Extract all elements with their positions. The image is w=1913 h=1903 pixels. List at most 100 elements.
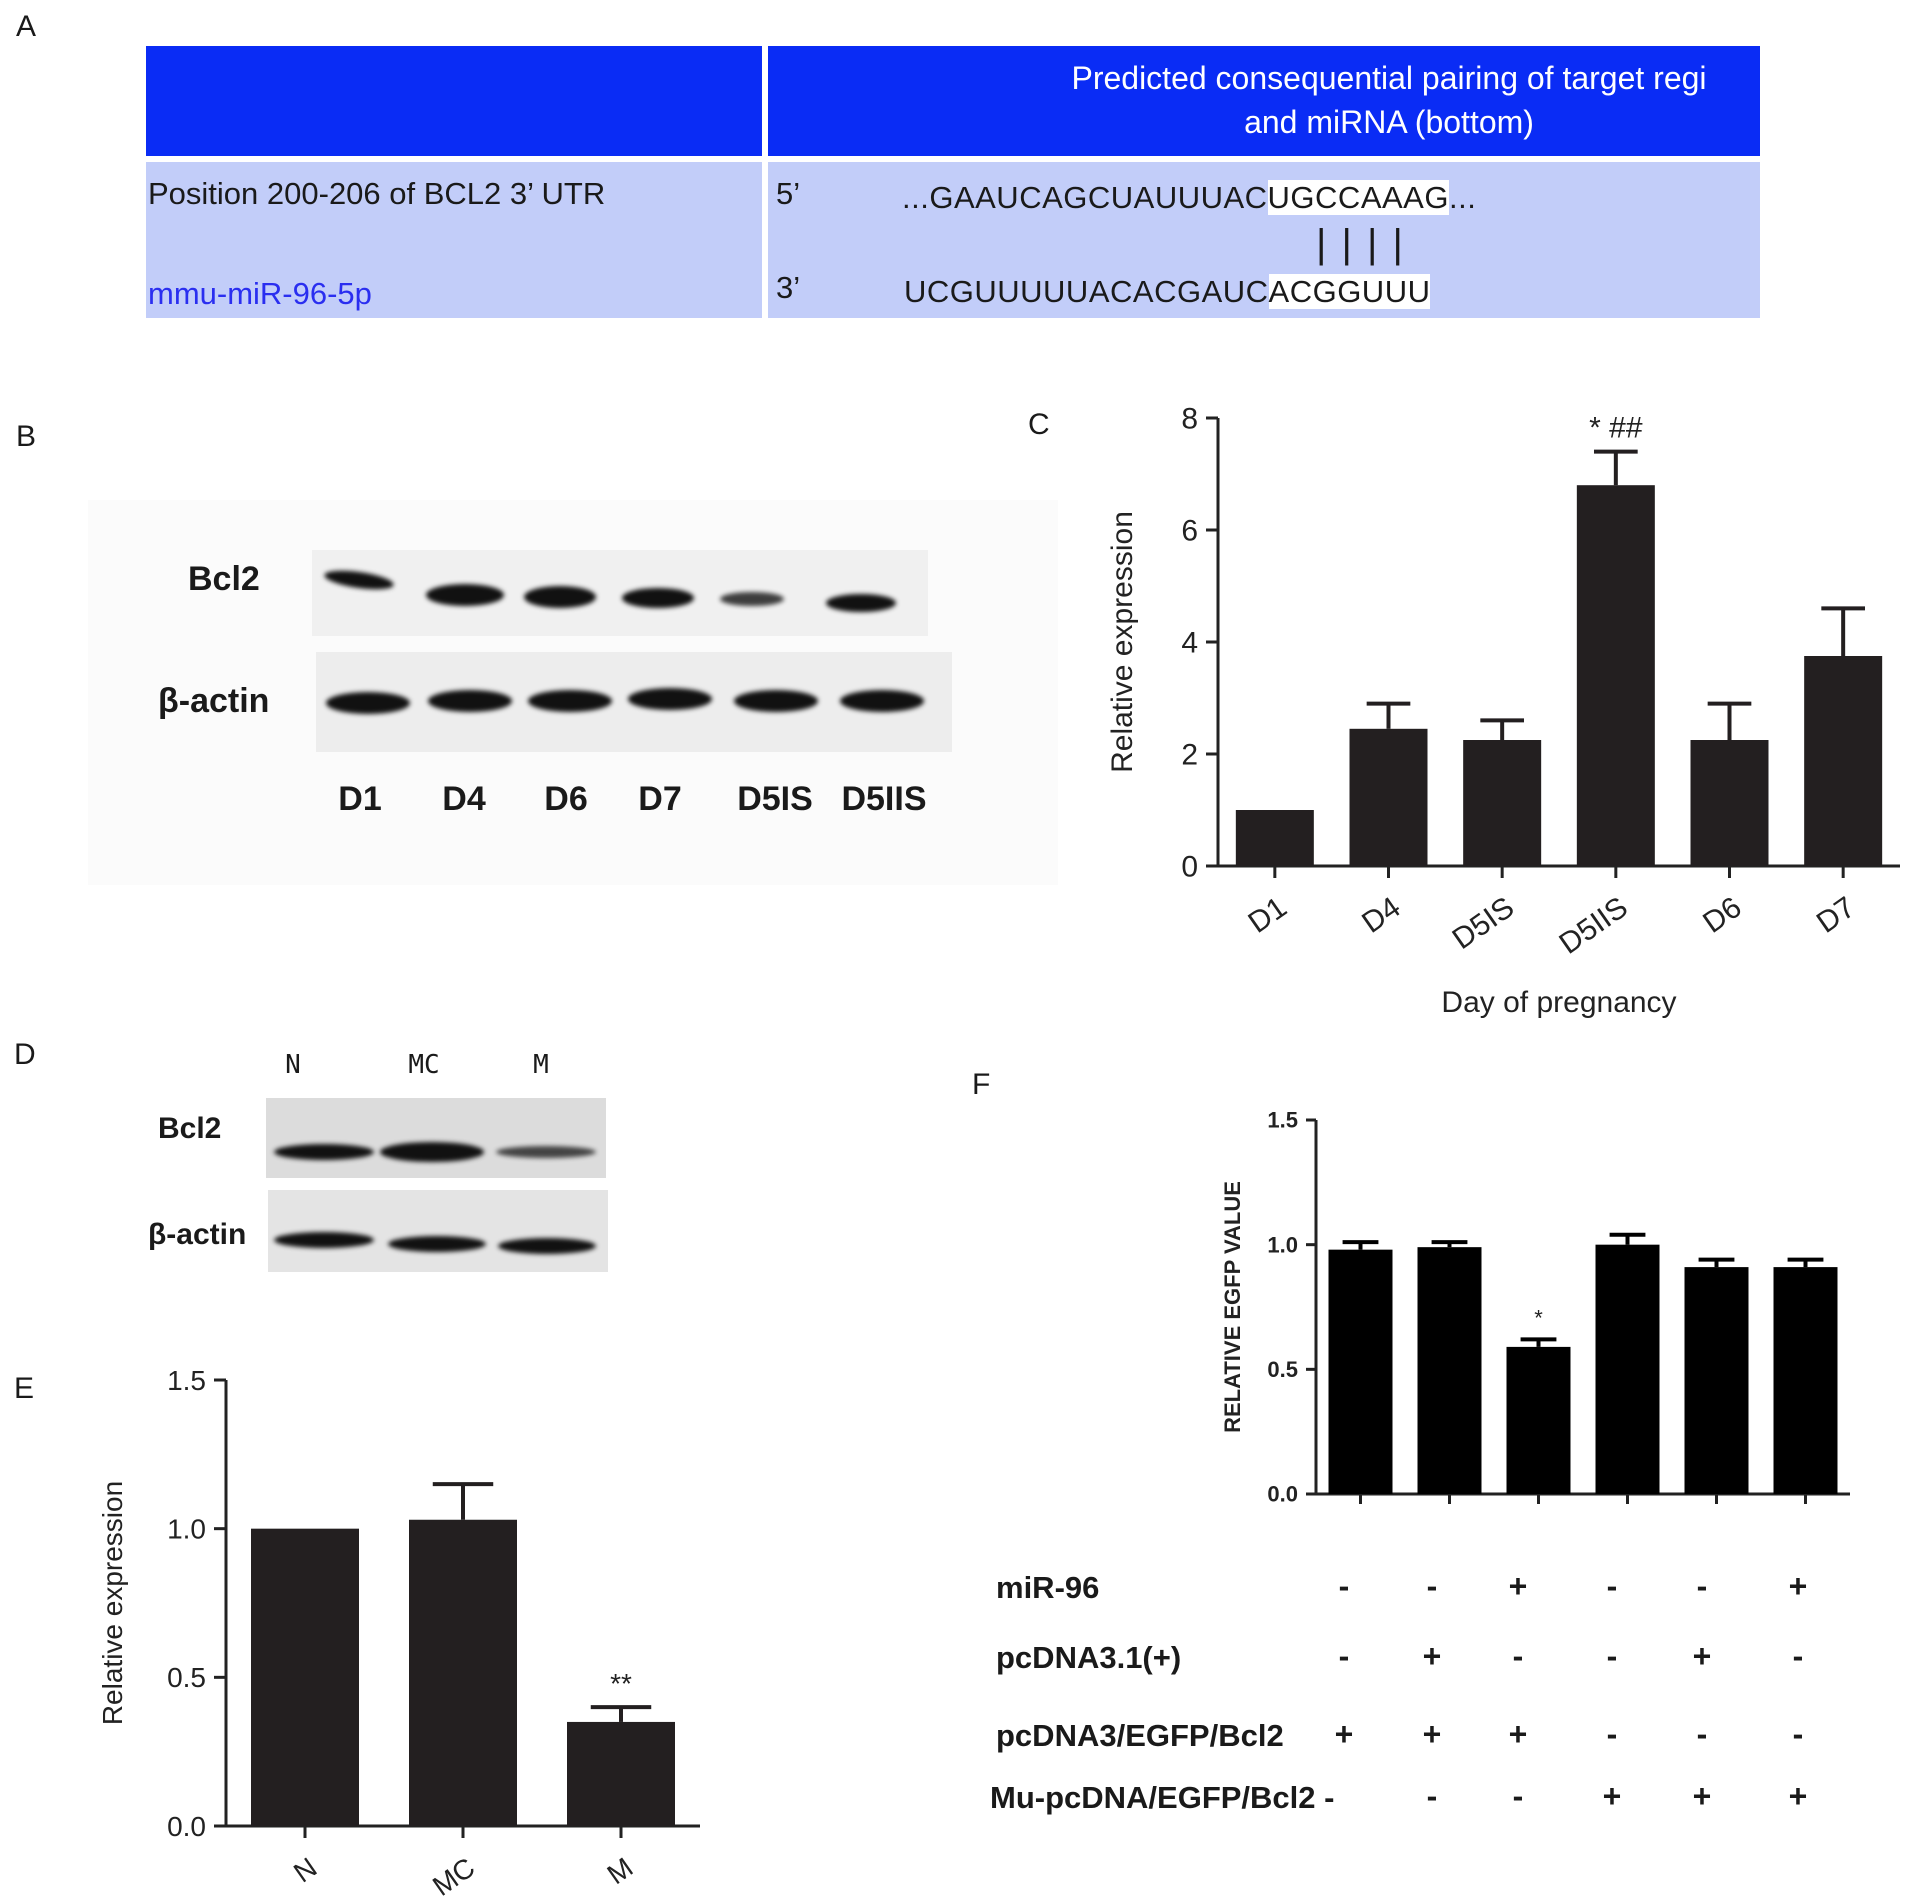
treatment-sign: + [1602, 1778, 1622, 1814]
blot-b-lane-d7: D7 [638, 780, 682, 818]
blot-b-band-bcl2-d5iis [826, 594, 896, 612]
pairing-table: Predicted consequential pairing of targe… [146, 46, 1760, 318]
blot-b-row-bcl2: Bcl2 [188, 560, 260, 598]
three-prime-label: 3’ [776, 270, 801, 305]
treatment-sign: + [1692, 1778, 1712, 1814]
chart-e-bar [251, 1528, 359, 1826]
chart-c-xlabel: Day of pregnancy [1441, 986, 1676, 1019]
table-header-text: Predicted consequential pairing of targe… [1071, 60, 1707, 140]
treatment-row-label: pcDNA3.1(+) [996, 1640, 1182, 1675]
blot-b-lane-d1: D1 [338, 780, 382, 818]
blot-d-row-actin: β-actin [148, 1218, 247, 1251]
chart-e-ytick-label: 0.5 [167, 1662, 206, 1693]
chart-e-ytick-label: 1.0 [167, 1513, 206, 1544]
chart-c-bar [1349, 728, 1428, 866]
chart-f-ytick-label: 1.0 [1267, 1232, 1298, 1257]
chart-c-xtick-label: D5IIS [1553, 891, 1633, 961]
chart-c-ytick-label: 4 [1181, 627, 1198, 660]
chart-c-bar [1235, 810, 1314, 866]
chart-c-ytick-label: 6 [1181, 515, 1198, 548]
pairing-lines: | | | | [1316, 222, 1405, 266]
chart-c-significance-label: * ## [1589, 412, 1643, 445]
table-body-right: 5’ 3’ ...GAAUCAGCUAUUUACUGCCAAAG... | | … [768, 162, 1760, 318]
blot-b-lane-d5is: D5IS [737, 780, 813, 818]
treatment-sign: - [1696, 1716, 1708, 1752]
chart-f-ytick-label: 0.0 [1267, 1482, 1298, 1507]
mirna-sequence: UCGUUUUUACACGAUCACGGUUU [904, 274, 1431, 310]
table-header-left [146, 46, 762, 156]
treatment-sign: - [1338, 1638, 1350, 1674]
chart-e-bar [409, 1519, 517, 1826]
blot-b-band-actin-d7 [628, 688, 712, 710]
treatment-sign: - [1426, 1778, 1438, 1814]
blot-b-row-actin: β-actin [158, 682, 270, 720]
chart-c-xtick-label: D4 [1356, 891, 1406, 940]
blot-b-band-bcl2-d4 [426, 584, 504, 606]
chart-e-xtick-label: MC [427, 1852, 480, 1902]
chart-c-xtick-label: D7 [1811, 891, 1861, 940]
treatment-sign: + [1508, 1716, 1528, 1752]
blot-d-lane-n: N [285, 1050, 301, 1080]
blot-d-band-actin-m [498, 1238, 596, 1254]
chart-c-xtick-label: D6 [1697, 891, 1747, 940]
blot-d-band-actin-mc [388, 1236, 486, 1252]
chart-f-ytick-label: 0.5 [1267, 1357, 1298, 1382]
mirna-seq-pre: UCGUUUUUACACGAUC [904, 274, 1269, 309]
target-sequence: ...GAAUCAGCUAUUUACUGCCAAAG... [902, 180, 1476, 216]
chart-e-ytick-label: 0.0 [167, 1811, 206, 1842]
treatment-sign: - [1606, 1638, 1618, 1674]
blot-d-band-bcl2-mc [380, 1142, 484, 1162]
panel-label-b: B [16, 420, 37, 453]
chart-f-bar [1328, 1249, 1393, 1494]
treatment-sign: + [1422, 1638, 1442, 1674]
treatment-sign: + [1334, 1716, 1354, 1752]
chart-f-bar [1595, 1244, 1660, 1494]
blot-d-band-bcl2-n [274, 1144, 374, 1160]
treatment-row-label: pcDNA3/EGFP/Bcl2 [996, 1718, 1284, 1753]
panel-label-e: E [14, 1372, 35, 1405]
panel-label-f: F [972, 1068, 991, 1101]
chart-c-bar [1463, 740, 1542, 866]
panel-label-a: A [16, 10, 37, 43]
table-body-left: Position 200-206 of BCL2 3’ UTR mmu-miR-… [146, 162, 762, 318]
blot-b-band-actin-d4 [428, 690, 512, 712]
chart-c-ylabel: Relative expression [1106, 511, 1139, 773]
treatment-sign: - [1512, 1778, 1524, 1814]
chart-f-ylabel: RELATIVE EGFP VALUE [1220, 1181, 1245, 1433]
blot-b-bcl2-strip [312, 550, 928, 636]
treatment-sign: - [1338, 1568, 1350, 1604]
blot-b-lane-d5iis: D5IIS [841, 780, 927, 818]
treatment-sign: - [1696, 1568, 1708, 1604]
blot-b: Bcl2 β-actin D1 D4 D6 D7 D5IS D5IIS [88, 500, 1058, 885]
chart-e-ylabel: Relative expression [97, 1481, 128, 1725]
treatment-sign: - [1606, 1716, 1618, 1752]
target-region-label: Position 200-206 of BCL2 3’ UTR [148, 176, 606, 211]
treatment-sign: - [1426, 1568, 1438, 1604]
mirna-seq-seed: ACGGUUU [1268, 274, 1431, 309]
chart-f-bar [1417, 1247, 1482, 1494]
chart-c-bar [1576, 485, 1655, 866]
target-seq-pre: ...GAAUCAGCUAUUUAC [902, 180, 1268, 215]
treatment-sign: + [1508, 1568, 1528, 1604]
blot-b-band-bcl2-d7 [622, 588, 694, 608]
blot-b-band-bcl2-d5is [720, 592, 784, 606]
treatment-sign: + [1422, 1716, 1442, 1752]
panel-label-d: D [14, 1038, 36, 1071]
blot-b-band-actin-d5is [734, 690, 818, 712]
treatment-row-label: Mu-pcDNA/EGFP/Bcl2 - [990, 1780, 1335, 1815]
chart-f-bar [1684, 1267, 1749, 1494]
five-prime-label: 5’ [776, 176, 801, 211]
mirna-label: mmu-miR-96-5p [148, 276, 372, 311]
chart-c-ytick-label: 2 [1181, 739, 1198, 772]
chart-f-bar [1773, 1267, 1838, 1494]
treatment-sign: - [1792, 1716, 1804, 1752]
treatment-sign: + [1788, 1568, 1808, 1604]
blot-d: N MC M Bcl2 β-actin [140, 1050, 620, 1280]
chart-f-significance-label: * [1534, 1305, 1543, 1330]
treatment-sign: - [1606, 1568, 1618, 1604]
chart-c-ytick-label: 0 [1181, 851, 1198, 884]
blot-d-band-bcl2-m [496, 1146, 596, 1158]
chart-f-bar [1506, 1346, 1571, 1494]
blot-b-band-actin-d1 [326, 692, 410, 714]
